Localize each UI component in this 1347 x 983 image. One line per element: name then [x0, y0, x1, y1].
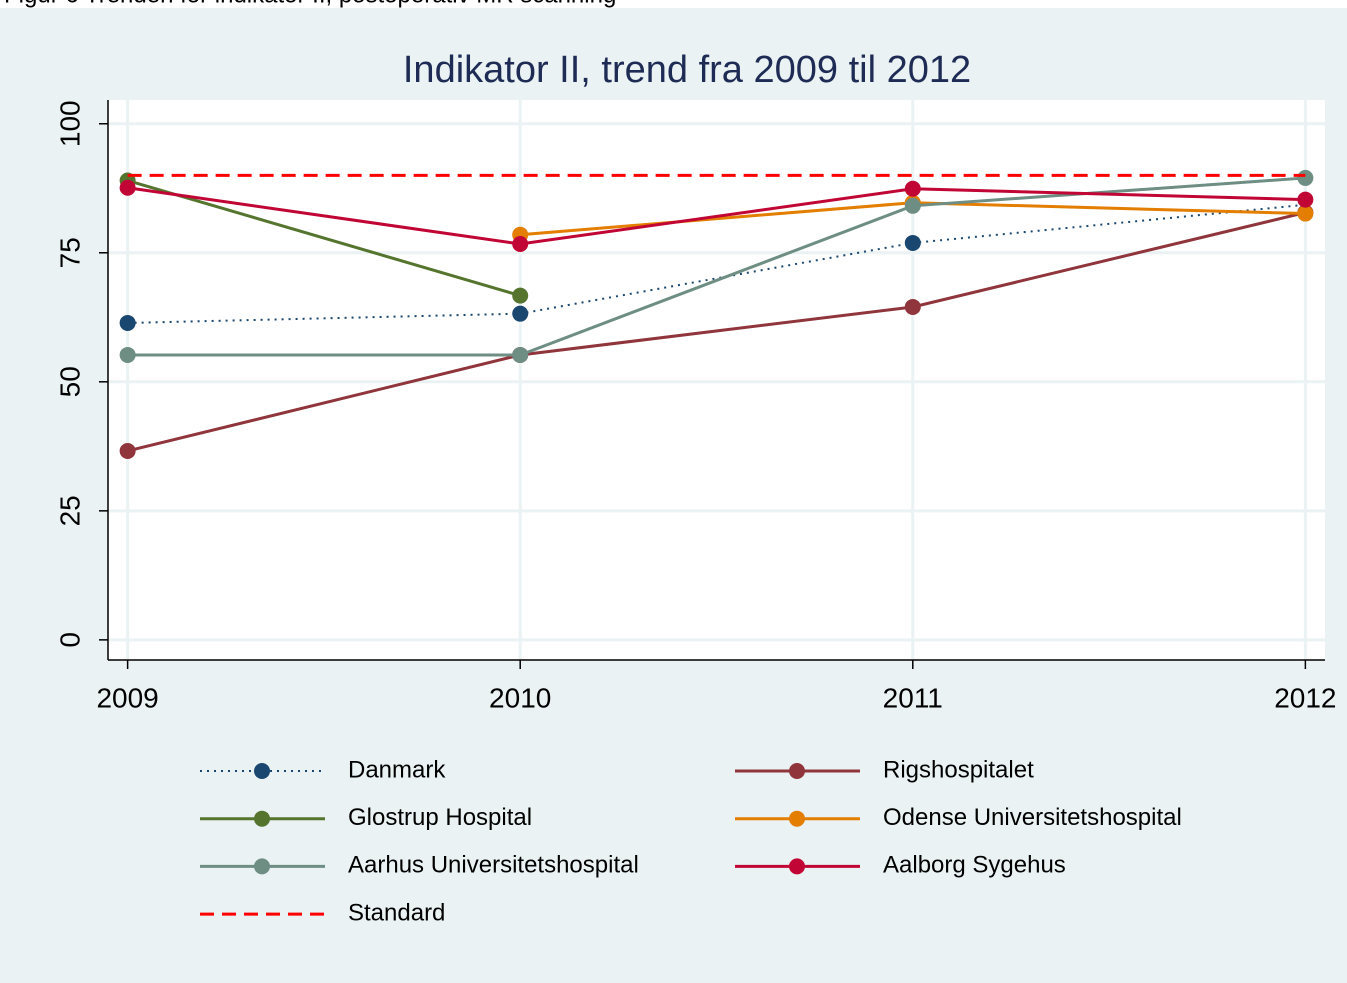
y-tick-label: 0: [54, 632, 85, 648]
data-point: [119, 179, 136, 196]
data-point: [904, 234, 921, 251]
legend-marker: [789, 763, 805, 779]
data-point: [119, 314, 136, 331]
data-point: [904, 180, 921, 197]
legend-marker: [254, 810, 270, 827]
legend-marker: [789, 810, 805, 827]
legend-marker: [254, 763, 270, 779]
data-point: [512, 236, 529, 252]
legend-label: Aalborg Sygehus: [883, 852, 1066, 879]
legend-label: Glostrup Hospital: [348, 804, 532, 831]
data-point: [512, 287, 529, 304]
y-tick-label: 75: [54, 237, 85, 268]
legend-label: Danmark: [348, 756, 446, 783]
legend-marker: [254, 858, 270, 875]
data-point: [1297, 169, 1314, 186]
series-line: [127, 176, 1306, 357]
data-point: [512, 305, 529, 322]
plot-area: [108, 100, 1325, 660]
legend-label: Standard: [348, 899, 445, 926]
data-point: [1297, 205, 1314, 222]
legend-marker: [789, 858, 805, 875]
data-point: [904, 197, 921, 214]
legend-label: Odense Universitetshospital: [883, 804, 1182, 831]
y-tick-label: 25: [54, 495, 85, 526]
y-tick-label: 100: [54, 100, 85, 147]
series-line: [127, 179, 521, 298]
data-point: [512, 346, 529, 363]
series-line: [127, 211, 1306, 453]
x-tick-label: 2010: [489, 682, 551, 713]
data-point: [119, 442, 136, 459]
chart-title: Indikator II, trend fra 2009 til 2012: [403, 49, 971, 91]
series-line: [127, 186, 1306, 246]
y-tick-label: 50: [54, 366, 85, 397]
data-point: [904, 298, 921, 315]
legend-label: Rigshospitalet: [883, 756, 1034, 783]
caption: Figur 6 Trenden for indikator II, postop…: [4, 0, 616, 8]
series-line: [127, 203, 1306, 324]
legend-label: Aarhus Universitetshospital: [348, 852, 639, 879]
x-tick-label: 2009: [96, 682, 158, 713]
data-point: [119, 346, 136, 363]
x-tick-label: 2012: [1274, 682, 1336, 713]
x-tick-label: 2011: [883, 682, 943, 713]
data-point: [1297, 191, 1314, 208]
